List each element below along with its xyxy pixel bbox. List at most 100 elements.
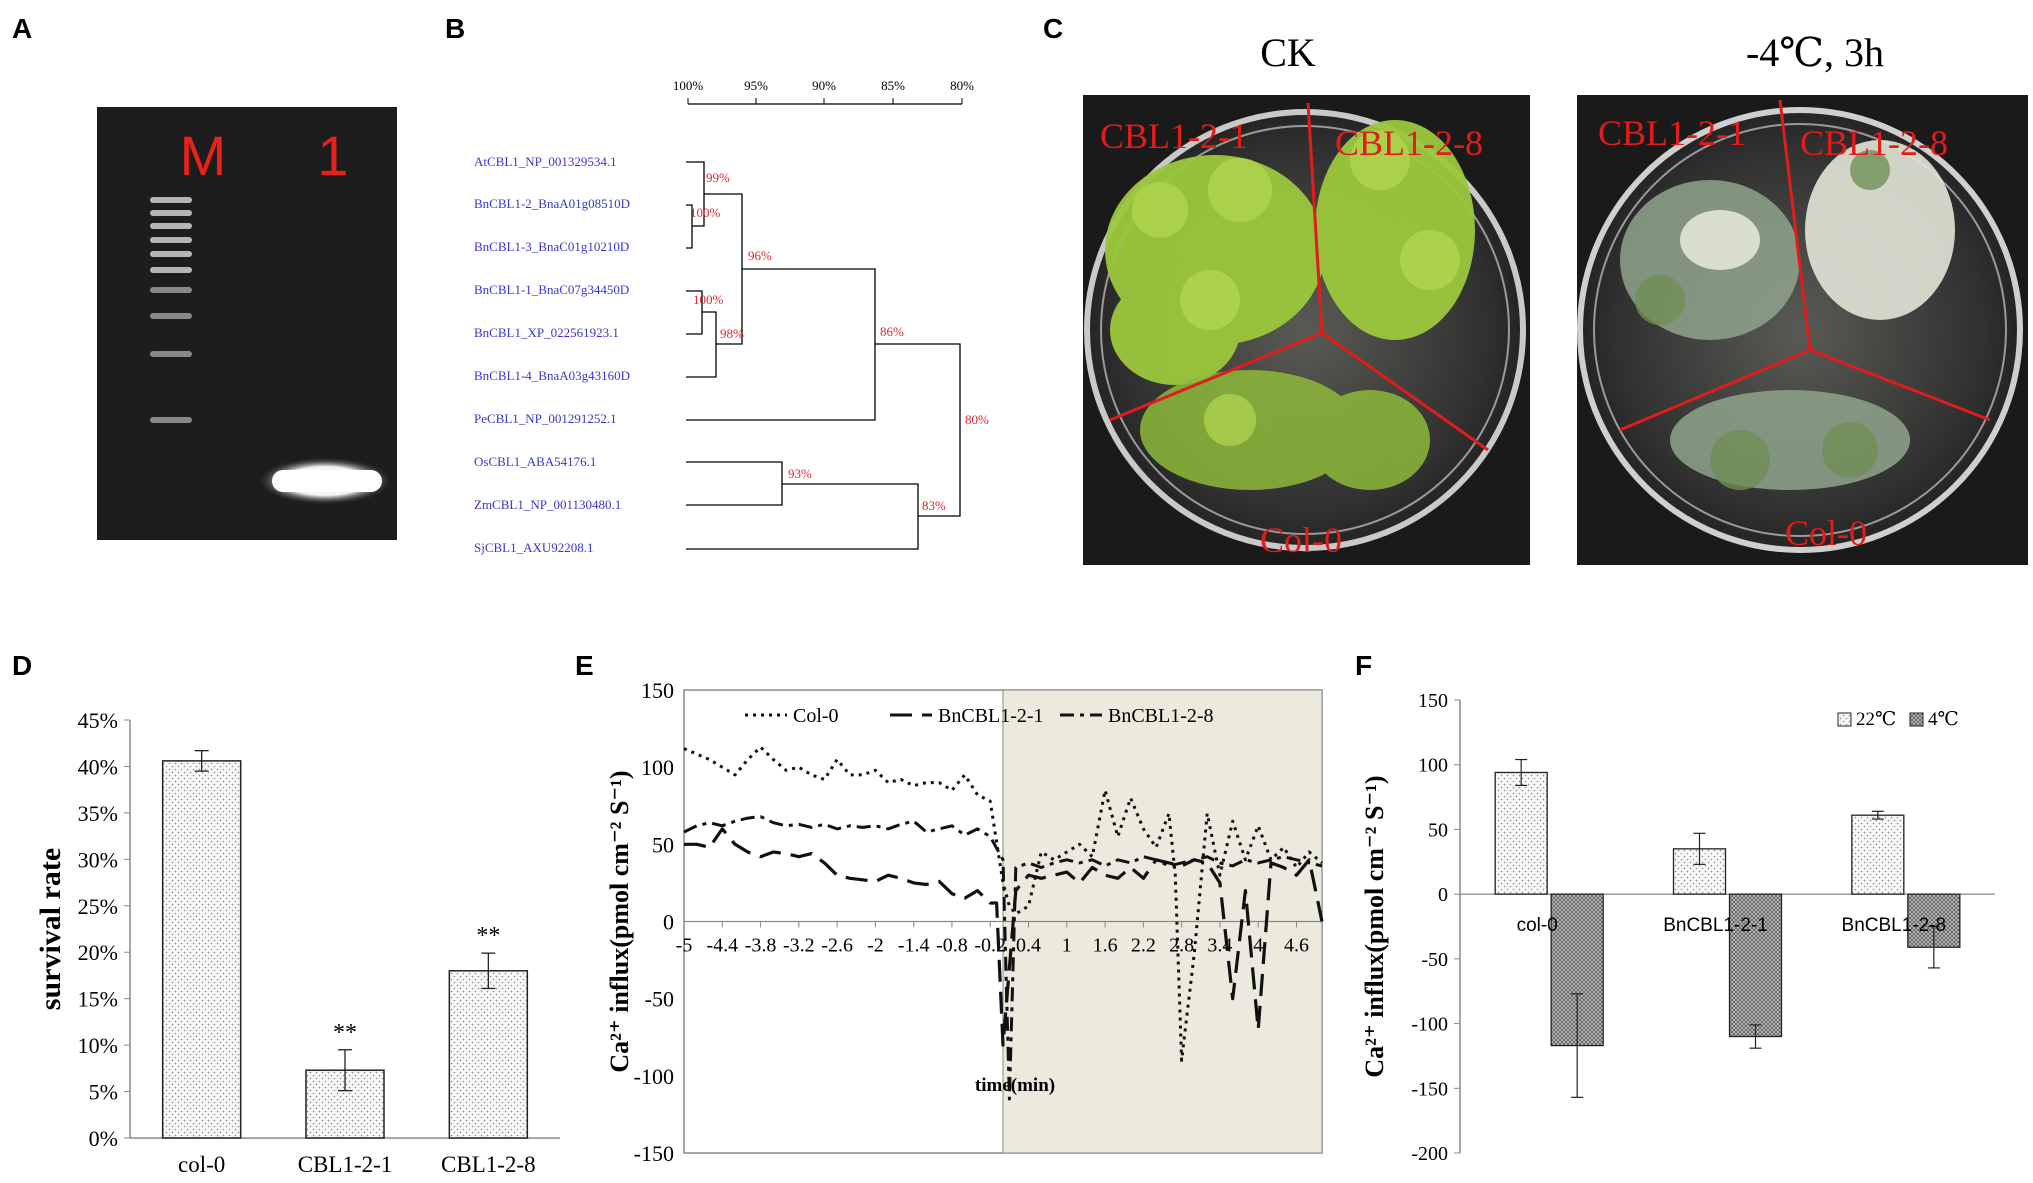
support-value: 100% [690, 205, 721, 220]
legend-swatch [1909, 712, 1924, 727]
taxon-label: BnCBL1-4_BnaA03g43160D [474, 368, 630, 383]
x-tick-label: col-0 [178, 1152, 225, 1177]
panel-label-c: C [1043, 13, 1063, 44]
plate-line-label: CBL1-2-8 [1335, 123, 1483, 163]
x-tick-label: -0.8 [936, 935, 968, 957]
tree-branches [686, 161, 961, 550]
support-value: 100% [693, 292, 724, 307]
y-tick-label: -200 [1411, 1143, 1448, 1165]
marker-band [150, 351, 192, 357]
panel-label-a: A [12, 13, 32, 44]
support-value: 83% [922, 498, 946, 513]
chart-survival-rate: 0% 5% 10% 15% 20% 25% 30% 35% 40% 45% survival rat… [34, 708, 560, 1177]
panel-label-b: B [445, 13, 465, 44]
y-tick-label: 40% [78, 754, 118, 779]
condition-label-ck: CK [1260, 30, 1316, 75]
taxon-label: BnCBL1-1_BnaC07g34450D [474, 282, 629, 297]
plate-cold: CBL1-2-1 CBL1-2-8 Col-0 [1577, 95, 2028, 565]
legend-label: BnCBL1-2-8 [1108, 705, 1214, 727]
marker-band [150, 287, 192, 293]
y-tick-label: 30% [78, 847, 118, 872]
marker-band [150, 237, 192, 243]
y-tick-label: 50 [652, 832, 674, 857]
y-tick-label: -150 [1411, 1078, 1448, 1100]
x-tick-label: CBL1-2-1 [298, 1152, 393, 1177]
x-tick-label: 1.6 [1093, 935, 1118, 957]
plate-line-label: CBL1-2-8 [1800, 123, 1948, 163]
scale-tick: 85% [881, 78, 905, 93]
x-tick-label: BnCBL1-2-1 [1663, 915, 1768, 936]
support-value: 93% [788, 466, 812, 481]
x-tick-label: -3.8 [745, 935, 777, 957]
x-tick-label: 4.6 [1284, 935, 1309, 957]
legend-swatch [1837, 712, 1852, 727]
y-axis-title: survival rate [34, 848, 67, 1010]
legend-label: 22℃ [1856, 709, 1896, 730]
x-axis-title: time(min) [975, 1075, 1055, 1096]
y-tick-label: 0% [89, 1126, 118, 1151]
support-value: 98% [720, 326, 744, 341]
y-tick-label: -150 [634, 1141, 674, 1166]
x-tick-label: -0.2 [974, 935, 1006, 957]
x-tick-label: 0.4 [1016, 935, 1041, 957]
x-tick-label: -1.4 [898, 935, 930, 957]
taxon-label: ZmCBL1_NP_001130480.1 [474, 497, 621, 512]
x-tick-label: col-0 [1517, 915, 1558, 936]
taxon-label: BnCBL1-3_BnaC01g10210D [474, 239, 629, 254]
y-tick-label: 45% [78, 708, 118, 733]
y-tick-label: 100 [641, 755, 674, 780]
x-tick-label: 2.2 [1131, 935, 1156, 957]
y-tick-label: 0 [1438, 884, 1448, 906]
y-tick-label: 100 [1418, 755, 1448, 777]
x-tick-label: -3.2 [783, 935, 815, 957]
bar [1728, 893, 1783, 1038]
y-tick-label: 25% [78, 894, 118, 919]
y-tick-label: -50 [645, 987, 674, 1012]
legend-label: Col-0 [793, 705, 839, 727]
x-tick-label: 1 [1062, 935, 1072, 957]
marker-band [150, 251, 192, 257]
y-tick-label: -100 [1411, 1014, 1448, 1036]
series-line-BnCBL1-2-1 [684, 827, 1324, 1047]
x-tick-label: 2.8 [1169, 935, 1194, 957]
tree-taxa: AtCBL1_NP_001329534.1 BnCBL1-2_BnaA01g08… [474, 154, 630, 555]
y-axis-title: Ca²⁺ influx(pmol cm⁻² S⁻¹) [605, 770, 634, 1072]
y-tick-label: 35% [78, 801, 118, 826]
y-tick-label: 150 [1418, 690, 1448, 712]
panel-label-f: F [1355, 650, 1372, 681]
x-tick-label: -2.6 [821, 935, 853, 957]
pcr-product-band [272, 470, 382, 492]
x-tick-label: BnCBL1-2-8 [1842, 915, 1947, 936]
support-value: 86% [880, 324, 904, 339]
tree-scale-bar: 100% 95% 90% 85% 80% [673, 78, 974, 105]
scale-tick: 80% [950, 78, 974, 93]
marker-band [150, 313, 192, 319]
y-tick-label: 50 [1428, 819, 1448, 841]
series-line-Col-0 [683, 745, 1323, 1062]
taxon-label: AtCBL1_NP_001329534.1 [474, 154, 617, 169]
scale-tick: 100% [673, 78, 704, 93]
legend-label: BnCBL1-2-1 [938, 705, 1044, 727]
series-line-BnCBL1-2-8 [683, 815, 1323, 1101]
x-tick-label: CBL1-2-8 [441, 1152, 536, 1177]
marker-band [150, 417, 192, 423]
legend-label: 4℃ [1928, 709, 1959, 730]
taxon-label: OsCBL1_ABA54176.1 [474, 454, 596, 469]
x-tick-label: -4.4 [706, 935, 738, 957]
marker-ladder [150, 197, 192, 423]
support-value: 80% [965, 412, 989, 427]
panel-label-d: D [12, 650, 32, 681]
chart-ca-influx-timecourse: -150 -100 -50 0 50 100 150 -5 -4.4 -3.8 -3.2 -2.6 -2… [605, 678, 1324, 1166]
support-value: 96% [748, 248, 772, 263]
marker-band [150, 267, 192, 273]
bar [161, 760, 242, 1139]
plate-ck: CBL1-2-1 CBL1-2-8 Col-0 [1083, 95, 1530, 565]
significance-label: ** [476, 923, 500, 949]
y-axis-title: Ca²⁺ influx(pmol cm⁻² S⁻¹) [1360, 775, 1389, 1077]
taxon-label: PeCBL1_NP_001291252.1 [474, 411, 617, 426]
x-tick-label: 4 [1253, 935, 1263, 957]
phylogenetic-tree: 100% 95% 90% 85% 80% AtCBL1_NP_001329534… [474, 78, 989, 555]
y-tick-label: 150 [641, 678, 674, 703]
marker-band [150, 210, 192, 216]
plate-line-label: CBL1-2-1 [1100, 116, 1248, 156]
